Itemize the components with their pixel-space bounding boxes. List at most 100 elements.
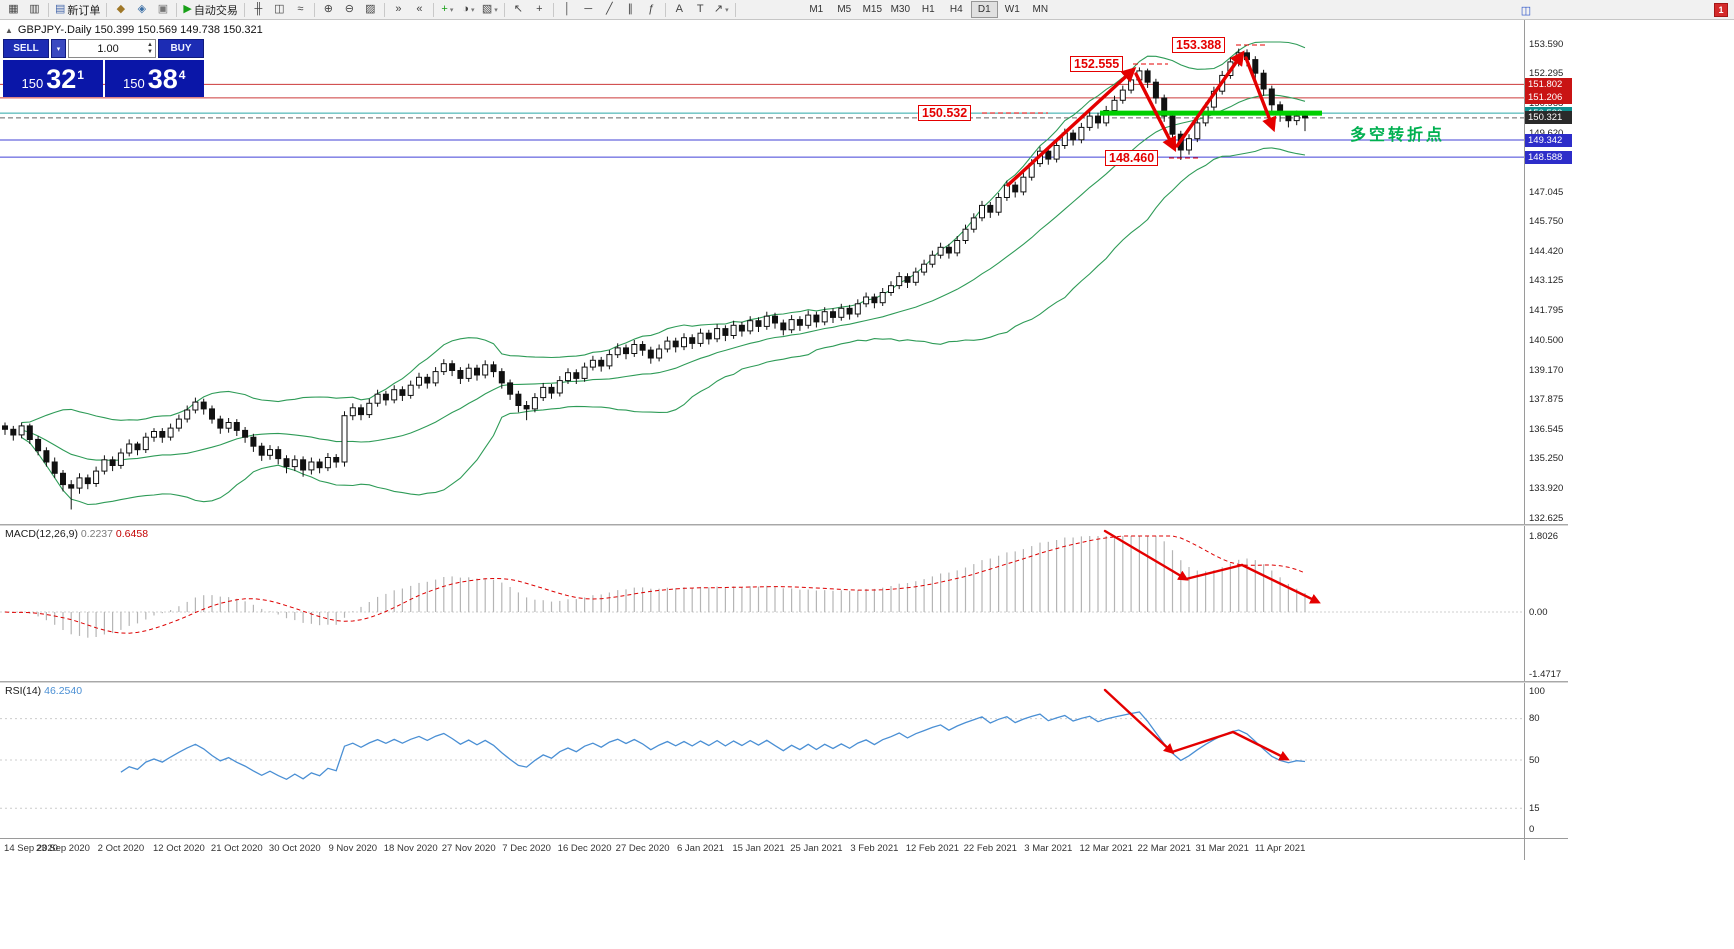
cursor-button[interactable]: ↖	[508, 1, 529, 19]
line-chart-mode-button[interactable]: ≈	[290, 1, 311, 19]
pane-splitter[interactable]	[0, 524, 1568, 526]
horizontal-line-icon: ─	[584, 3, 593, 15]
indicators-button[interactable]: + ▾	[437, 1, 458, 19]
candlestick-mode-button[interactable]: ◫	[269, 1, 290, 19]
vertical-line-button[interactable]: │	[557, 1, 578, 19]
data-window-button[interactable]: ◈	[131, 1, 152, 19]
text-button[interactable]: A	[669, 1, 690, 19]
autotrading-button[interactable]: ▶ 自动交易	[180, 1, 240, 19]
volume-input[interactable]: 1.00 ▲ ▼	[68, 39, 156, 58]
date-label: 12 Mar 2021	[1079, 843, 1133, 854]
crosshair-button[interactable]: +	[529, 1, 550, 19]
macd-chart[interactable]	[0, 526, 1524, 681]
price-axis-label: 133.920	[1529, 483, 1564, 495]
price-axis-label: 136.545	[1529, 423, 1564, 435]
auto-scroll-button[interactable]: »	[388, 1, 409, 19]
volume-value: 1.00	[97, 42, 119, 55]
date-label: 6 Jan 2021	[676, 843, 724, 854]
mini-chart-icon[interactable]: ◫	[1518, 2, 1534, 18]
timeframe-m30-button[interactable]: M30	[887, 1, 914, 18]
timeframe-d1-button[interactable]: D1	[970, 1, 998, 18]
order-options-dropdown[interactable]: ▾	[51, 39, 66, 58]
new-chart-icon: ▦	[8, 3, 19, 15]
equidistant-channel-button[interactable]: ∥	[620, 1, 641, 19]
macd-axis-label: 1.8026	[1529, 530, 1559, 542]
new-chart-button[interactable]: ▦	[3, 1, 24, 19]
chart-shift-icon: «	[416, 3, 423, 15]
text-label-button[interactable]: T	[690, 1, 711, 19]
price-axis-label: 143.125	[1529, 275, 1564, 287]
buy-price-box[interactable]: 150 38 4	[104, 60, 204, 97]
new-order-button[interactable]: ▤ 新订单	[52, 1, 103, 19]
rsi-chart[interactable]	[0, 683, 1524, 838]
toolbar-separator	[106, 2, 108, 17]
buy-price-sup: 4	[178, 68, 186, 82]
zoom-out-button[interactable]: ⊖	[339, 1, 360, 19]
price-axis-label: 139.170	[1529, 364, 1564, 376]
zoom-in-button[interactable]: ⊕	[318, 1, 339, 19]
timeframe-mn-button[interactable]: MN	[1027, 1, 1054, 18]
date-label: 15 Jan 2021	[732, 843, 785, 854]
timeframe-m15-button[interactable]: M15	[859, 1, 886, 18]
collapse-panel-icon[interactable]: ▲	[5, 26, 13, 35]
timeframe-group: M1 M5 M15 M30 H1 H4 D1 W1 MN	[803, 1, 1054, 18]
rsi-axis[interactable]: 100 80 50 15 0	[1525, 683, 1585, 838]
timeframe-m1-button[interactable]: M1	[803, 1, 830, 18]
price-axis-label: 132.625	[1529, 512, 1564, 524]
date-axis[interactable]: 14 Sep 2020 23 Sep 2020 2 Oct 2020 12 Oct 2…	[0, 838, 1568, 860]
date-label: 12 Oct 2020	[153, 843, 205, 854]
market-watch-button[interactable]: ◆	[110, 1, 131, 19]
templates-button[interactable]: ▧ ▾	[479, 1, 501, 19]
candlestick-mode-icon: ◫	[274, 3, 285, 15]
trendline-button[interactable]: ╱	[599, 1, 620, 19]
price-annotation: 150.532	[918, 105, 972, 121]
bar-chart-mode-button[interactable]: ╫	[248, 1, 269, 19]
price-tag: 149.342	[1525, 133, 1572, 147]
navigator-button[interactable]: ▣	[152, 1, 173, 19]
pane-splitter[interactable]	[0, 681, 1568, 683]
macd-label: MACD(12,26,9) 0.2237 0.6458	[5, 528, 148, 540]
candlestick-chart[interactable]	[0, 20, 1524, 524]
timeframe-m5-button[interactable]: M5	[831, 1, 858, 18]
indicators-icon: +	[441, 3, 448, 15]
buy-button[interactable]: BUY	[158, 39, 204, 58]
line-chart-mode-icon: ≈	[297, 3, 304, 15]
bar-chart-mode-icon: ╫	[254, 3, 263, 15]
date-label: 18 Nov 2020	[383, 843, 438, 854]
chart-shift-button[interactable]: «	[409, 1, 430, 19]
sell-price-box[interactable]: 150 32 1	[3, 60, 103, 97]
arrows-tool-button[interactable]: ↗ ▾	[711, 1, 732, 19]
price-axis[interactable]: 153.590152.295150.968149.620147.045145.7…	[1525, 20, 1585, 524]
autotrading-icon: ▶	[183, 3, 192, 15]
rsi-axis-label: 0	[1529, 823, 1535, 835]
macd-pane[interactable]: MACD(12,26,9) 0.2237 0.6458	[0, 526, 1524, 681]
periods-button[interactable]: ◑ ▾	[458, 1, 479, 19]
main-chart-pane[interactable]: ▲ GBPJPY-.Daily 150.399 150.569 149.738 1…	[0, 20, 1524, 524]
chart-profiles-button[interactable]: ▥	[24, 1, 45, 19]
text-label-icon: T	[696, 3, 704, 15]
chart-profiles-icon: ▥	[29, 3, 40, 15]
axis-border	[1524, 20, 1525, 860]
arrows-tool-icon: ↗	[713, 3, 724, 15]
horizontal-line-button[interactable]: ─	[578, 1, 599, 19]
volume-stepper[interactable]: ▲ ▼	[147, 42, 155, 55]
tile-windows-button[interactable]: ▨	[360, 1, 381, 19]
timeframe-h1-button[interactable]: H1	[915, 1, 942, 18]
sell-button[interactable]: SELL	[3, 39, 49, 58]
timeframe-h4-button[interactable]: H4	[943, 1, 970, 18]
vertical-line-icon: │	[563, 3, 571, 15]
price-tag: 150.321	[1525, 111, 1572, 125]
rsi-axis-label: 80	[1529, 713, 1540, 725]
rsi-value: 46.2540	[44, 685, 83, 697]
fibonacci-button[interactable]: ƒ	[641, 1, 662, 19]
timeframe-w1-button[interactable]: W1	[999, 1, 1026, 18]
toolbar-separator	[432, 2, 434, 17]
equidistant-channel-icon: ∥	[627, 3, 634, 15]
rsi-axis-label: 100	[1529, 685, 1545, 697]
rsi-name: RSI(14)	[5, 685, 42, 697]
rsi-axis-label: 15	[1529, 802, 1540, 814]
rsi-pane[interactable]: RSI(14) 46.2540	[0, 683, 1524, 838]
notifications-button[interactable]: 1	[1714, 3, 1728, 17]
macd-axis[interactable]: 1.8026 0.00 -1.4717	[1525, 526, 1585, 681]
